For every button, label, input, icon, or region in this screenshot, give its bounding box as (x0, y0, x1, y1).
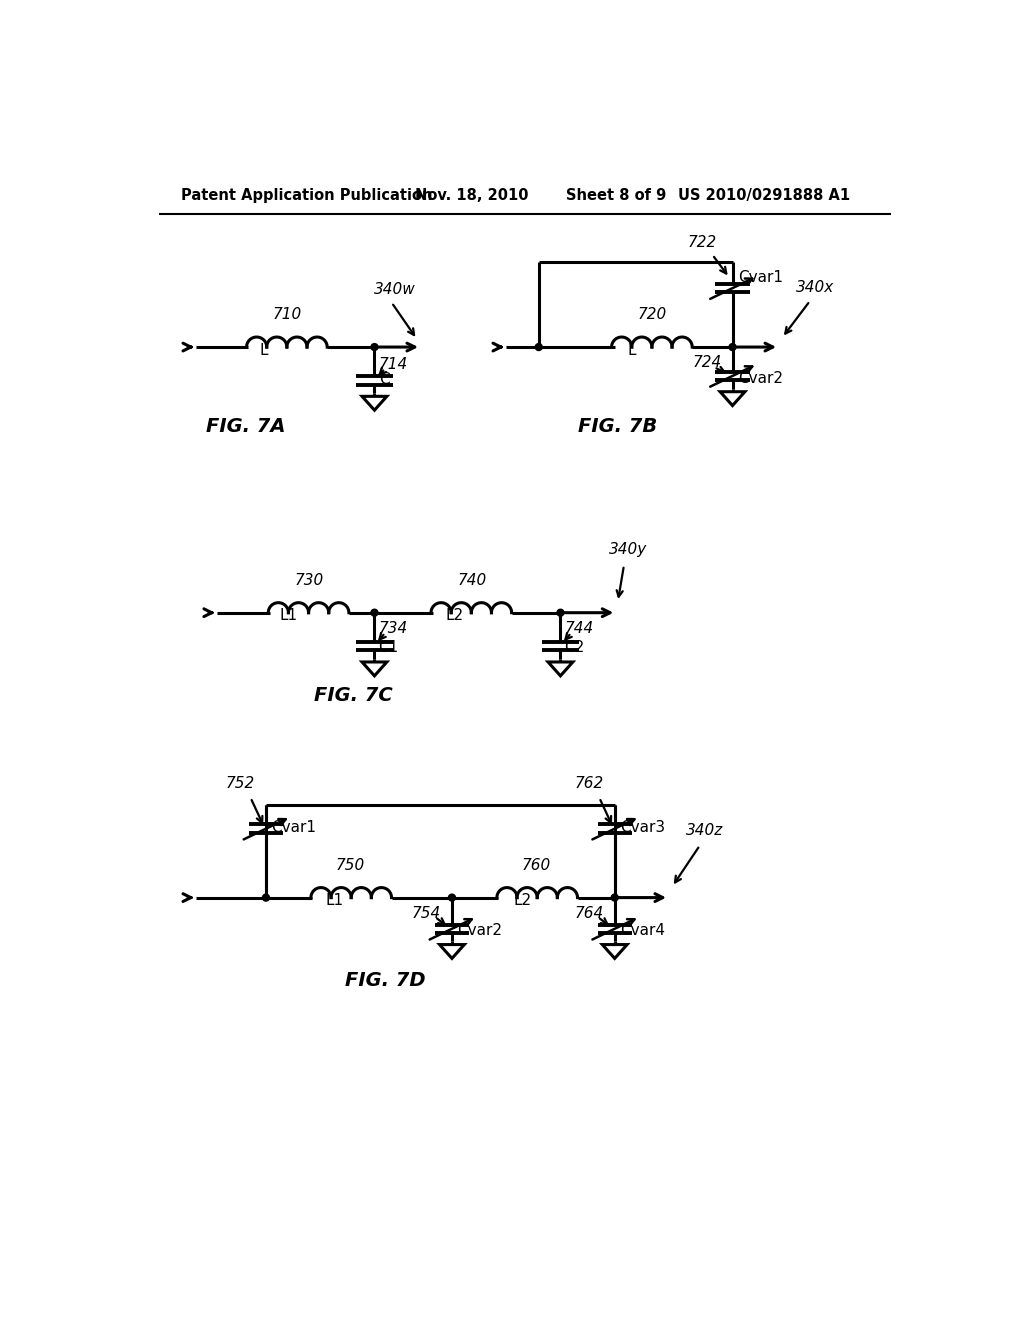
Text: FIG. 7B: FIG. 7B (578, 417, 656, 436)
Text: Cvar4: Cvar4 (621, 924, 666, 939)
Circle shape (262, 894, 269, 902)
Text: FIG. 7D: FIG. 7D (345, 972, 426, 990)
Text: Cvar1: Cvar1 (271, 820, 316, 836)
Text: L: L (260, 343, 268, 358)
Text: L2: L2 (514, 894, 532, 908)
Text: 724: 724 (692, 355, 722, 370)
Text: Sheet 8 of 9: Sheet 8 of 9 (566, 187, 667, 203)
Text: 752: 752 (225, 776, 255, 792)
Text: 722: 722 (687, 235, 717, 249)
Text: C: C (379, 372, 390, 387)
Text: 762: 762 (574, 776, 604, 792)
Text: 720: 720 (638, 308, 668, 322)
Circle shape (536, 343, 543, 351)
Text: C1: C1 (378, 640, 398, 655)
Text: US 2010/0291888 A1: US 2010/0291888 A1 (678, 187, 850, 203)
Text: 750: 750 (336, 858, 365, 873)
Text: 710: 710 (273, 308, 302, 322)
Text: L1: L1 (280, 609, 297, 623)
Text: 760: 760 (521, 858, 551, 873)
Text: Cvar3: Cvar3 (621, 820, 666, 836)
Circle shape (371, 343, 378, 351)
Text: 754: 754 (412, 907, 441, 921)
Text: Nov. 18, 2010: Nov. 18, 2010 (415, 187, 528, 203)
Text: 340w: 340w (375, 282, 416, 297)
Circle shape (371, 610, 378, 616)
Text: Cvar1: Cvar1 (738, 271, 783, 285)
Text: L1: L1 (326, 894, 344, 908)
Text: Cvar2: Cvar2 (458, 924, 503, 939)
Text: C2: C2 (564, 640, 585, 655)
Text: 340y: 340y (608, 543, 647, 557)
Text: Cvar2: Cvar2 (738, 371, 783, 385)
Text: L: L (627, 343, 636, 358)
Circle shape (557, 610, 564, 616)
Circle shape (729, 343, 736, 351)
Text: 340x: 340x (796, 280, 835, 294)
Text: 744: 744 (564, 620, 594, 636)
Text: FIG. 7C: FIG. 7C (314, 686, 392, 705)
Circle shape (449, 894, 456, 902)
Text: 764: 764 (574, 907, 604, 921)
Circle shape (611, 894, 618, 902)
Text: 734: 734 (378, 620, 408, 636)
Text: 714: 714 (378, 356, 408, 372)
Text: 730: 730 (295, 573, 324, 589)
Text: 740: 740 (458, 573, 486, 589)
Text: L2: L2 (445, 609, 464, 623)
Text: FIG. 7A: FIG. 7A (206, 417, 285, 436)
Text: Patent Application Publication: Patent Application Publication (180, 187, 432, 203)
Text: 340z: 340z (686, 822, 723, 838)
